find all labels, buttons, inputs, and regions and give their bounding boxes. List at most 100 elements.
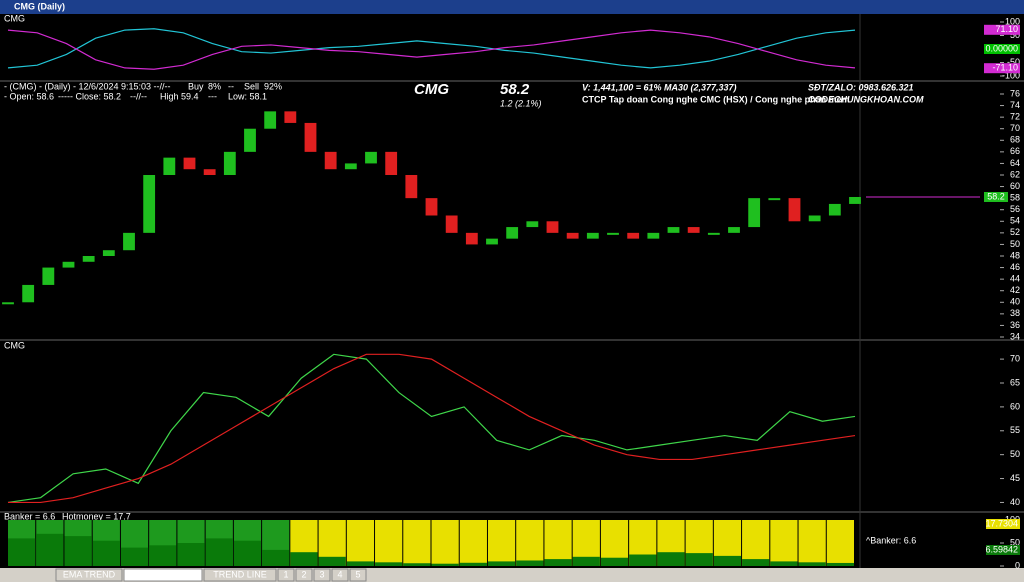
banker-bar — [92, 540, 120, 566]
y-tick-label: 52 — [1010, 227, 1020, 237]
banker-bar — [233, 540, 262, 566]
y-tick-label: 38 — [1010, 308, 1020, 318]
banker-bar — [600, 557, 629, 566]
candle — [183, 157, 196, 170]
tab[interactable] — [349, 568, 367, 582]
hot-bg — [346, 520, 375, 566]
tab-label: 2 — [301, 569, 306, 579]
candle — [748, 198, 761, 228]
tab[interactable] — [123, 568, 203, 582]
banker-bar — [657, 552, 685, 566]
hot-bg — [544, 520, 572, 566]
value-label: -71.10 — [992, 63, 1018, 73]
buy: Buy — [188, 81, 204, 91]
y-tick-label: 40 — [1010, 297, 1020, 307]
candle — [486, 238, 498, 245]
candle — [707, 232, 720, 235]
value-badge — [984, 24, 1020, 35]
site: CODECHUNGKHOAN.COM — [808, 94, 924, 104]
candle — [324, 151, 337, 170]
candle — [546, 221, 559, 233]
candle — [627, 232, 640, 239]
candle — [42, 267, 55, 285]
banker-value: 6.59842 — [985, 544, 1018, 554]
y-tick-label: 66 — [1010, 146, 1020, 156]
buy-pct: 8% — [208, 81, 221, 91]
candle — [264, 111, 277, 129]
tab[interactable] — [295, 568, 313, 582]
candle — [425, 198, 438, 216]
series-line — [7, 353, 856, 504]
banker-bar — [318, 556, 346, 566]
candle — [143, 175, 156, 233]
y-tick-label: 60 — [1010, 401, 1020, 411]
hot-bg — [403, 520, 431, 566]
last-badge — [984, 191, 1008, 202]
title-bar — [0, 0, 1024, 14]
tab[interactable] — [331, 568, 349, 582]
low: Low: 58.1 — [228, 91, 267, 101]
tab[interactable] — [203, 568, 277, 582]
tab[interactable] — [55, 568, 123, 582]
y-tick-label: 34 — [1010, 331, 1020, 341]
phone: SĐT/ZALO: 0983.626.321 — [808, 82, 914, 92]
candle — [62, 261, 75, 268]
candle — [828, 203, 841, 216]
y-tick-label: 42 — [1010, 285, 1020, 295]
hot-bg — [487, 520, 516, 566]
candle — [284, 111, 297, 123]
y-tick-label: 74 — [1010, 100, 1020, 110]
candle — [667, 227, 680, 233]
y-tick-label: 50 — [1010, 449, 1020, 459]
y-tick-label: 55 — [1010, 425, 1020, 435]
y-tick-label: 100 — [1005, 16, 1020, 26]
candle — [304, 122, 317, 152]
hot-bg — [826, 520, 854, 566]
candle — [586, 232, 599, 239]
hot-label: Hotmoney = 17.7 — [62, 511, 131, 521]
banker-bar — [177, 543, 205, 566]
tab-label: LIVE STREAM — [133, 569, 194, 579]
candle — [607, 232, 619, 235]
banker-bar — [346, 561, 375, 566]
y-tick-label: 68 — [1010, 135, 1020, 145]
banker-bar — [826, 562, 854, 566]
banker-bar — [290, 552, 318, 566]
y-tick-label: 45 — [1010, 473, 1020, 483]
tab-label: 4 — [337, 569, 342, 579]
window-title: CMG (Daily) — [14, 1, 65, 11]
y-tick-label: 56 — [1010, 204, 1020, 214]
osc-label: CMG — [4, 13, 25, 23]
candle — [566, 232, 579, 239]
y-tick-label: 70 — [1010, 123, 1020, 133]
volume: V: 1,441,100 = 61% MA30 (2,377,337) — [582, 82, 737, 92]
sep2: --- — [208, 91, 217, 101]
tab-label: EMA TREND — [63, 569, 116, 579]
candle — [82, 256, 95, 262]
candle — [344, 163, 357, 170]
candle — [445, 215, 458, 233]
banker-bar — [459, 562, 487, 566]
hot-value: 17.7304 — [985, 518, 1018, 528]
banker-label: Banker = 6.6 — [4, 511, 55, 521]
hot-bg — [431, 520, 459, 566]
candle — [203, 169, 216, 175]
hot-bg — [459, 520, 487, 566]
y-tick-label: 48 — [1010, 250, 1020, 260]
tab[interactable] — [313, 568, 331, 582]
close: ----- Close: 58.2 — [58, 91, 121, 101]
banker-bar — [629, 554, 657, 566]
candle — [647, 232, 660, 239]
candle — [849, 196, 861, 204]
candle — [526, 221, 539, 228]
banker-bar — [487, 561, 516, 566]
price: 58.2 — [500, 81, 530, 98]
hot-badge — [986, 519, 1020, 529]
banker-bar — [544, 559, 572, 566]
candle — [123, 232, 135, 251]
y-tick-label: 54 — [1010, 216, 1020, 226]
hot-bg — [375, 520, 403, 566]
banker-bar — [431, 563, 459, 566]
y-tick-label: -100 — [1002, 70, 1020, 80]
tab[interactable] — [277, 568, 295, 582]
